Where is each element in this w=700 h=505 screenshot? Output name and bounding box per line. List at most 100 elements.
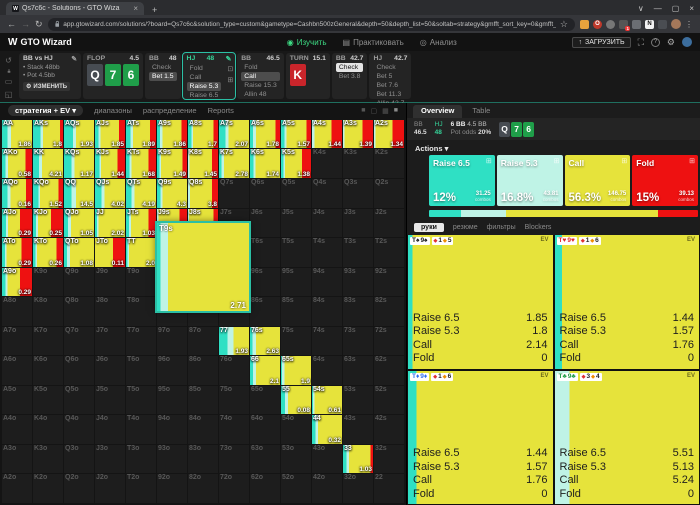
action-box-raise-6-5[interactable]: Raise 6.5 ⊞ 12% 31.25 combos bbox=[429, 155, 495, 206]
view-mode-icon-0[interactable]: ■ bbox=[361, 106, 366, 114]
node-action[interactable]: Fold bbox=[244, 64, 258, 71]
matrix-cell-T9o[interactable]: T9o bbox=[126, 267, 156, 297]
matrix-cell-J9o[interactable]: J9o bbox=[95, 267, 125, 297]
matrix-cell-AQo[interactable]: AQo 0.16 bbox=[2, 178, 32, 208]
matrix-cell-Q8o[interactable]: Q8o bbox=[64, 297, 94, 326]
extension-icon-4[interactable]: 1 bbox=[619, 19, 630, 31]
matrix-cell-T6s[interactable]: T6s bbox=[250, 238, 280, 267]
matrix-cell-KTs[interactable]: KTs 1.68 bbox=[126, 149, 156, 178]
matrix-cell-K5o[interactable]: K5o bbox=[33, 385, 63, 415]
matrix-tab-1[interactable]: диапазоны bbox=[93, 106, 132, 116]
matrix-cell-T4o[interactable]: T4o bbox=[126, 415, 156, 444]
hand-tab-1[interactable]: резюме bbox=[452, 224, 478, 231]
hourglass-icon[interactable]: ◱ bbox=[4, 90, 13, 99]
matrix-cell-T8o[interactable]: T8o bbox=[126, 297, 156, 326]
edit-pencil-icon[interactable]: ✎ bbox=[225, 56, 232, 63]
matrix-cell-73s[interactable]: 73s bbox=[343, 326, 373, 356]
matrix-cell-K9s[interactable]: K9s 1.49 bbox=[157, 149, 187, 178]
lock-icon[interactable]: ⊡ bbox=[227, 66, 234, 73]
hand-tab-2[interactable]: фильтры bbox=[486, 224, 516, 231]
matrix-cell-AJs[interactable]: AJs 1.85 bbox=[95, 119, 125, 149]
matrix-cell-22[interactable]: 22 bbox=[374, 474, 404, 503]
matrix-cell-54s[interactable]: 54s 0.61 bbox=[312, 385, 342, 415]
extension-icon-6[interactable] bbox=[658, 19, 667, 29]
matrix-cell-84s[interactable]: 84s bbox=[312, 297, 342, 326]
matrix-cell-Q9o[interactable]: Q9o bbox=[64, 267, 94, 297]
matrix-cell-75s[interactable]: 75s bbox=[281, 326, 311, 356]
matrix-cell-AA[interactable]: AA 1.86 bbox=[2, 119, 32, 149]
action-box-raise-5-3[interactable]: Raise 5.3 ⊞ 16.8% 43.81 combos bbox=[496, 155, 563, 206]
matrix-cell-J4s[interactable]: J4s bbox=[312, 208, 342, 238]
matrix-cell-KJo[interactable]: KJo 0.25 bbox=[33, 208, 63, 238]
matrix-cell-77[interactable]: 77 1.93 bbox=[219, 326, 249, 356]
overview-tab-overview[interactable]: Overview bbox=[413, 105, 463, 118]
matrix-cell-J3s[interactable]: J3s bbox=[343, 208, 373, 238]
history-icon[interactable]: ↺ bbox=[5, 56, 12, 65]
close-icon[interactable]: × bbox=[689, 4, 694, 13]
matrix-cell-95s[interactable]: 95s bbox=[281, 267, 311, 297]
nav-item-study[interactable]: ◉ Изучить bbox=[287, 38, 327, 47]
node-action[interactable]: Check bbox=[376, 64, 396, 71]
matrix-cell-97o[interactable]: 97o bbox=[157, 326, 187, 356]
matrix-cell-K8o[interactable]: K8o bbox=[33, 297, 63, 326]
view-mode-icon-2[interactable]: ▦ bbox=[382, 107, 389, 115]
matrix-cell-T7o[interactable]: T7o bbox=[126, 326, 156, 356]
matrix-cell-62s[interactable]: 62s bbox=[374, 356, 404, 385]
matrix-cell-A6o[interactable]: A6o bbox=[2, 356, 32, 385]
matrix-cell-A8s[interactable]: A8s 1.7 bbox=[188, 119, 218, 149]
monitor-icon[interactable]: ▭ bbox=[4, 77, 13, 86]
matrix-cell-T3o[interactable]: T3o bbox=[126, 444, 156, 474]
node-action[interactable]: Bet 7.6 bbox=[376, 82, 398, 89]
copy-grid-icon[interactable]: ⊞ bbox=[227, 77, 234, 84]
help-icon[interactable]: ? bbox=[650, 37, 660, 47]
matrix-cell-J8o[interactable]: J8o bbox=[95, 297, 125, 326]
matrix-cell-52s[interactable]: 52s bbox=[374, 385, 404, 415]
minimize-icon[interactable]: — bbox=[653, 4, 662, 13]
matrix-cell-43s[interactable]: 43s bbox=[343, 415, 373, 444]
bookmark-star-icon[interactable]: ☆ bbox=[559, 18, 568, 29]
node-action[interactable]: Bet 3.8 bbox=[338, 73, 361, 80]
matrix-cell-83s[interactable]: 83s bbox=[343, 297, 373, 326]
matrix-cell-65s[interactable]: 65s 1.9 bbox=[281, 356, 311, 385]
matrix-cell-Q5s[interactable]: Q5s bbox=[281, 178, 311, 208]
matrix-cell-ATs[interactable]: ATs 1.89 bbox=[126, 119, 156, 149]
matrix-cell-T2o[interactable]: T2o bbox=[126, 474, 156, 503]
matrix-cell-T4s[interactable]: T4s bbox=[312, 238, 342, 267]
node-action[interactable]: Bet 5 bbox=[376, 73, 393, 80]
view-mode-icon-3[interactable]: ■ bbox=[393, 106, 398, 114]
matrix-cell-AKs[interactable]: AKs 1.8 bbox=[33, 119, 63, 149]
actions-dropdown[interactable]: Actions ▾ bbox=[415, 144, 449, 153]
overview-tab-table[interactable]: Table bbox=[472, 106, 491, 115]
matrix-cell-76s[interactable]: 76s 2.63 bbox=[250, 326, 280, 356]
matrix-cell-A8o[interactable]: A8o bbox=[2, 297, 32, 326]
matrix-tab-0[interactable]: стратегия + EV ▾ bbox=[8, 105, 83, 117]
matrix-cell-Q4s[interactable]: Q4s bbox=[312, 178, 342, 208]
matrix-cell-K8s[interactable]: K8s 1.45 bbox=[188, 149, 218, 178]
node-action[interactable]: Bet 1.5 bbox=[149, 72, 177, 81]
url-bar[interactable]: app.gtowizard.com/solutions/?board=Qs7c6… bbox=[47, 17, 575, 31]
back-icon[interactable]: ← bbox=[7, 19, 16, 29]
matrix-cell-94s[interactable]: 94s bbox=[312, 267, 342, 297]
matrix-cell-Q4o[interactable]: Q4o bbox=[64, 415, 94, 444]
browser-profile-avatar[interactable] bbox=[671, 19, 681, 29]
forward-icon[interactable]: → bbox=[21, 19, 30, 29]
node-action[interactable]: Raise 6.5 bbox=[189, 92, 219, 99]
matrix-cell-54o[interactable]: 54o bbox=[281, 415, 311, 444]
matrix-cell-A3o[interactable]: A3o bbox=[2, 444, 32, 474]
matrix-cell-42o[interactable]: 42o bbox=[312, 474, 342, 503]
upload-button[interactable]: ↑ ЗАГРУЗИТЬ bbox=[572, 36, 631, 48]
matrix-cell-82o[interactable]: 82o bbox=[188, 474, 218, 503]
matrix-cell-53s[interactable]: 53s bbox=[343, 385, 373, 415]
matrix-cell-KJs[interactable]: KJs 1.44 bbox=[95, 149, 125, 178]
matrix-cell-A4o[interactable]: A4o bbox=[2, 415, 32, 444]
node-action[interactable]: Fold bbox=[189, 65, 203, 72]
node-action[interactable]: Call bbox=[241, 72, 280, 81]
matrix-cell-Q5o[interactable]: Q5o bbox=[64, 385, 94, 415]
hand-tab-3[interactable]: Blockers bbox=[524, 224, 552, 231]
matrix-cell-65o[interactable]: 65o bbox=[250, 385, 280, 415]
matrix-cell-A7s[interactable]: A7s 2.07 bbox=[219, 119, 249, 149]
matrix-cell-63o[interactable]: 63o bbox=[250, 444, 280, 474]
matrix-cell-63s[interactable]: 63s bbox=[343, 356, 373, 385]
node-action[interactable]: Call bbox=[189, 74, 202, 81]
matrix-cell-K6s[interactable]: K6s 1.74 bbox=[250, 149, 280, 178]
